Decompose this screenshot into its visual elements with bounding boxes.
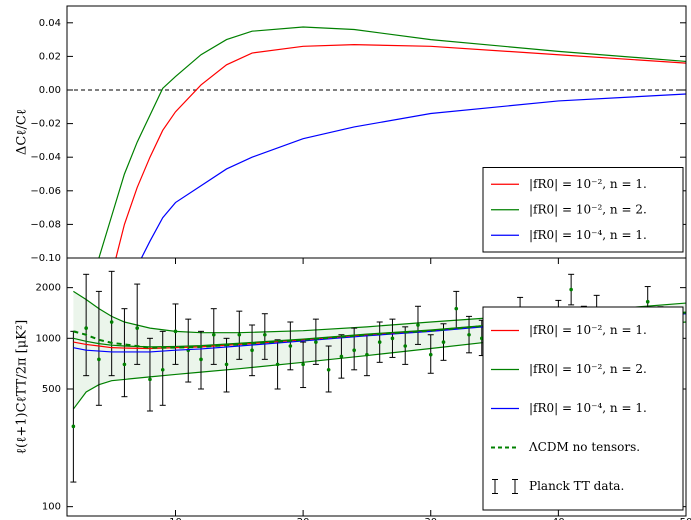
y-tick-label: −0.04 bbox=[30, 152, 61, 163]
y-tick-label: 500 bbox=[42, 384, 61, 395]
data-point bbox=[390, 336, 395, 341]
x-tick-label: 40 bbox=[552, 517, 565, 520]
y-tick-label: −0.08 bbox=[30, 219, 61, 230]
y-tick-label: −0.06 bbox=[30, 186, 61, 197]
y-tick-label: 100 bbox=[42, 502, 61, 513]
legend-label: |fR0| = 10⁻⁴, n = 1. bbox=[529, 228, 647, 242]
data-point bbox=[135, 326, 139, 330]
top-panel: −0.10 −0.08 −0.06 −0.04 −0.02 0.00 0.02 0.04 ΔCℓ… bbox=[15, 5, 687, 264]
data-point bbox=[275, 362, 280, 367]
data-point bbox=[122, 362, 127, 367]
legend: |fR0| = 10⁻², n = 1. |fR0| = 10⁻², n = 2.… bbox=[482, 306, 684, 511]
data-point bbox=[365, 352, 369, 357]
data-point bbox=[109, 320, 114, 324]
data-point bbox=[441, 340, 446, 344]
data-point bbox=[173, 329, 178, 334]
y-tick-label: 2000 bbox=[36, 283, 61, 294]
y-tick-label: 1000 bbox=[36, 333, 61, 344]
data-point bbox=[301, 362, 305, 367]
x-tick-label: 50 bbox=[680, 517, 691, 520]
data-point bbox=[326, 368, 331, 372]
data-point bbox=[314, 340, 318, 344]
legend-label: |fR0| = 10⁻², n = 2. bbox=[529, 202, 647, 216]
legend-label: |fR0| = 10⁻², n = 2. bbox=[529, 362, 647, 376]
plot-area bbox=[67, 26, 686, 258]
y-axis-label: ΔCℓ/Cℓ bbox=[15, 109, 30, 155]
y-tick-label: 0.04 bbox=[39, 18, 61, 29]
data-point bbox=[224, 362, 229, 367]
data-point bbox=[428, 352, 433, 357]
legend: |fR0| = 10⁻², n = 1. |fR0| = 10⁻², n = 2.… bbox=[482, 167, 684, 253]
axes-frame bbox=[66, 257, 687, 517]
data-point bbox=[645, 299, 650, 304]
y-tick-label: −0.10 bbox=[30, 253, 61, 264]
data-point bbox=[339, 354, 344, 359]
data-point bbox=[263, 332, 267, 337]
y-axis-label: ℓ(ℓ+1)CℓTT/2π [μK²] bbox=[15, 320, 30, 454]
legend-label: |fR0| = 10⁻², n = 1. bbox=[529, 323, 647, 337]
data-point bbox=[237, 332, 242, 337]
data-point bbox=[352, 348, 356, 352]
data-point bbox=[467, 332, 471, 337]
data-point bbox=[160, 368, 165, 372]
y-tick-label: 0.00 bbox=[39, 85, 61, 96]
series-line bbox=[140, 93, 686, 258]
data-point bbox=[377, 340, 382, 344]
legend-label: |fR0| = 10⁻², n = 1. bbox=[529, 177, 647, 191]
x-tick-label: 20 bbox=[297, 517, 310, 520]
data-point bbox=[288, 344, 293, 348]
data-point bbox=[199, 357, 203, 362]
bottom-panel: 100 500 1000 2000 10 20 30 40 50 ℓ(ℓ+1)CℓTT/2π [μ… bbox=[15, 257, 691, 520]
data-point bbox=[569, 287, 573, 292]
data-point bbox=[148, 377, 152, 382]
data-point bbox=[211, 332, 216, 337]
data-point bbox=[454, 306, 459, 311]
legend-label: Planck TT data. bbox=[529, 479, 624, 493]
data-point bbox=[250, 348, 254, 352]
legend-label: |fR0| = 10⁻⁴, n = 1. bbox=[529, 401, 647, 415]
data-point bbox=[416, 323, 420, 327]
series-line bbox=[115, 44, 686, 258]
data-point bbox=[84, 326, 88, 330]
legend-label: ΛCDM no tensors. bbox=[528, 440, 640, 454]
data-point bbox=[97, 357, 101, 362]
series-line bbox=[98, 26, 686, 258]
data-point bbox=[71, 424, 76, 429]
data-point bbox=[403, 344, 408, 348]
x-tick-label: 10 bbox=[169, 517, 182, 520]
y-tick-label: 0.02 bbox=[39, 51, 61, 62]
series-line bbox=[73, 311, 686, 349]
y-tick-label: −0.02 bbox=[30, 119, 61, 130]
x-tick-label: 30 bbox=[424, 517, 437, 520]
